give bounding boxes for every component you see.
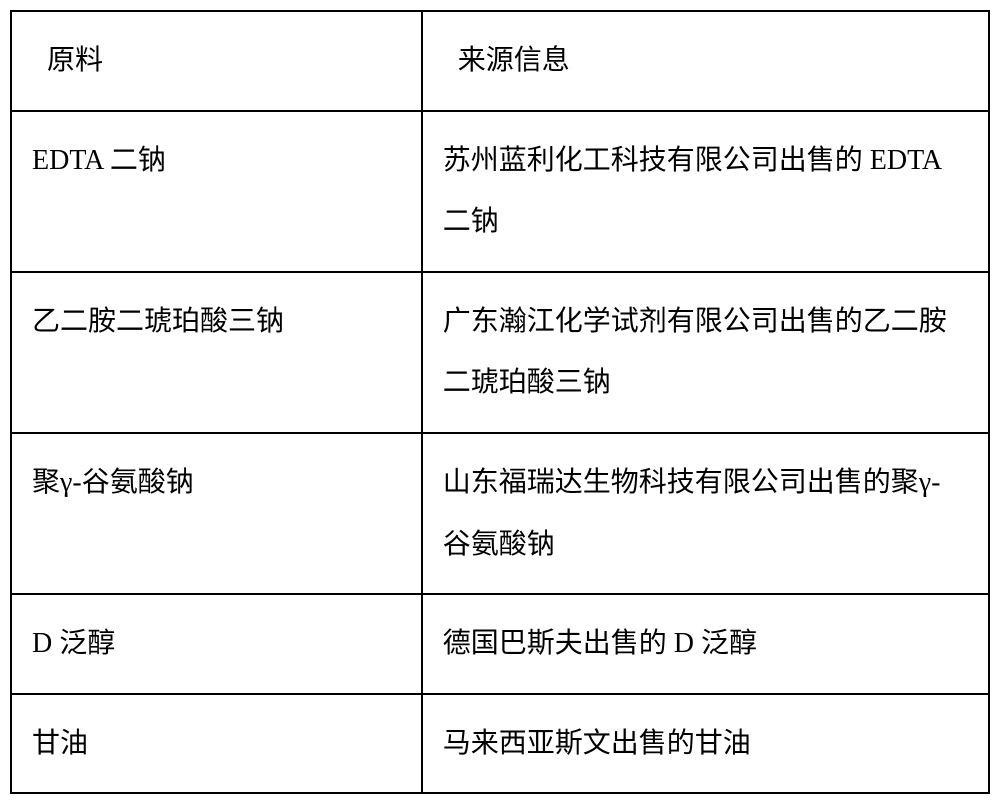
cell-source: 德国巴斯夫出售的 D 泛醇 xyxy=(422,594,989,694)
table-row: 乙二胺二琥珀酸三钠 广东瀚江化学试剂有限公司出售的乙二胺二琥珀酸三钠 xyxy=(11,272,989,433)
cell-source: 山东福瑞达生物科技有限公司出售的聚γ-谷氨酸钠 xyxy=(422,433,989,594)
cell-material: 甘油 xyxy=(11,694,422,794)
table-row: EDTA 二钠 苏州蓝利化工科技有限公司出售的 EDTA 二钠 xyxy=(11,111,989,272)
table-row: 甘油 马来西亚斯文出售的甘油 xyxy=(11,694,989,794)
cell-source: 马来西亚斯文出售的甘油 xyxy=(422,694,989,794)
header-source: 来源信息 xyxy=(422,11,989,111)
cell-material: EDTA 二钠 xyxy=(11,111,422,272)
table-row: 聚γ-谷氨酸钠 山东福瑞达生物科技有限公司出售的聚γ-谷氨酸钠 xyxy=(11,433,989,594)
cell-material: 乙二胺二琥珀酸三钠 xyxy=(11,272,422,433)
materials-table-container: 原料 来源信息 EDTA 二钠 苏州蓝利化工科技有限公司出售的 EDTA 二钠 … xyxy=(10,10,990,794)
cell-material: D 泛醇 xyxy=(11,594,422,694)
cell-source: 广东瀚江化学试剂有限公司出售的乙二胺二琥珀酸三钠 xyxy=(422,272,989,433)
materials-table: 原料 来源信息 EDTA 二钠 苏州蓝利化工科技有限公司出售的 EDTA 二钠 … xyxy=(10,10,990,794)
table-row: D 泛醇 德国巴斯夫出售的 D 泛醇 xyxy=(11,594,989,694)
table-header-row: 原料 来源信息 xyxy=(11,11,989,111)
header-material: 原料 xyxy=(11,11,422,111)
cell-material: 聚γ-谷氨酸钠 xyxy=(11,433,422,594)
cell-source: 苏州蓝利化工科技有限公司出售的 EDTA 二钠 xyxy=(422,111,989,272)
